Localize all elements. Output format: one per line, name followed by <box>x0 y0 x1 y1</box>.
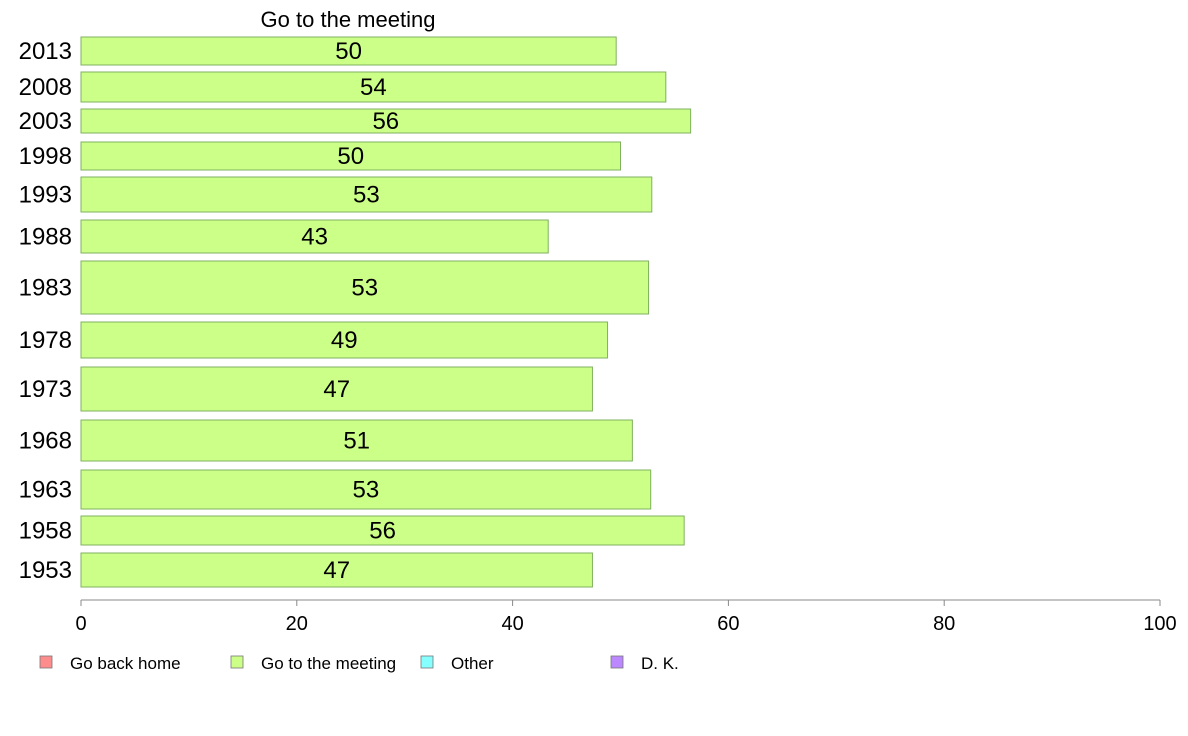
bar-value-label: 53 <box>351 275 378 302</box>
bar-value-label: 50 <box>335 38 362 65</box>
category-label: 2003 <box>19 108 72 135</box>
category-label: 1978 <box>19 327 72 354</box>
legend: Go back home Go to the meeting Other D. K. <box>39 654 679 673</box>
bar <box>80 469 652 510</box>
bar <box>80 515 685 546</box>
bar-value-label: 43 <box>301 224 328 251</box>
legend-label: Go to the meeting <box>261 654 396 673</box>
category-label: 2008 <box>19 74 72 101</box>
bar-value-label: 56 <box>372 108 399 135</box>
bar <box>80 71 667 103</box>
chart-title: Go to the meeting <box>261 7 436 32</box>
bar-value-label: 47 <box>323 557 350 584</box>
category-label: 1983 <box>19 275 72 302</box>
legend-swatch <box>230 655 244 669</box>
bar-value-label: 56 <box>369 518 396 545</box>
bar <box>80 36 617 66</box>
bar-value-label: 47 <box>323 376 350 403</box>
bar-value-label: 49 <box>331 327 358 354</box>
legend-label: Go back home <box>70 654 181 673</box>
bar <box>80 219 549 254</box>
bar-value-label: 53 <box>353 182 380 209</box>
bar <box>80 552 593 588</box>
legend-swatch <box>610 655 624 669</box>
category-label: 1973 <box>19 376 72 403</box>
x-tick-label: 20 <box>286 613 308 635</box>
bar <box>80 366 593 412</box>
x-axis: 0 20 40 60 80 100 <box>75 599 1177 635</box>
category-label: 1958 <box>19 518 72 545</box>
bar <box>80 321 609 359</box>
x-tick-label: 80 <box>933 613 955 635</box>
bar <box>80 108 692 134</box>
legend-label: Other <box>451 654 494 673</box>
category-label: 1963 <box>19 477 72 504</box>
bar-value-label: 51 <box>343 428 370 455</box>
bars-group: 2013 50 2008 54 2003 56 1998 50 1993 53 1988 43 1983… <box>19 36 692 588</box>
bar <box>80 141 621 171</box>
bar <box>80 176 653 213</box>
bar-value-label: 50 <box>337 143 364 170</box>
bar-value-label: 53 <box>353 477 380 504</box>
bar <box>80 419 633 462</box>
x-tick-label: 40 <box>501 613 523 635</box>
x-tick-label: 0 <box>75 613 86 635</box>
category-label: 2013 <box>19 38 72 65</box>
category-label: 1988 <box>19 224 72 251</box>
bar-value-label: 54 <box>360 74 387 101</box>
category-label: 1998 <box>19 143 72 170</box>
x-tick-label: 60 <box>717 613 739 635</box>
legend-swatch <box>420 655 434 669</box>
legend-label: D. K. <box>641 654 679 673</box>
category-label: 1953 <box>19 557 72 584</box>
category-label: 1993 <box>19 182 72 209</box>
x-tick-label: 100 <box>1143 613 1176 635</box>
category-label: 1968 <box>19 428 72 455</box>
bar <box>80 260 650 315</box>
legend-swatch <box>39 655 53 669</box>
